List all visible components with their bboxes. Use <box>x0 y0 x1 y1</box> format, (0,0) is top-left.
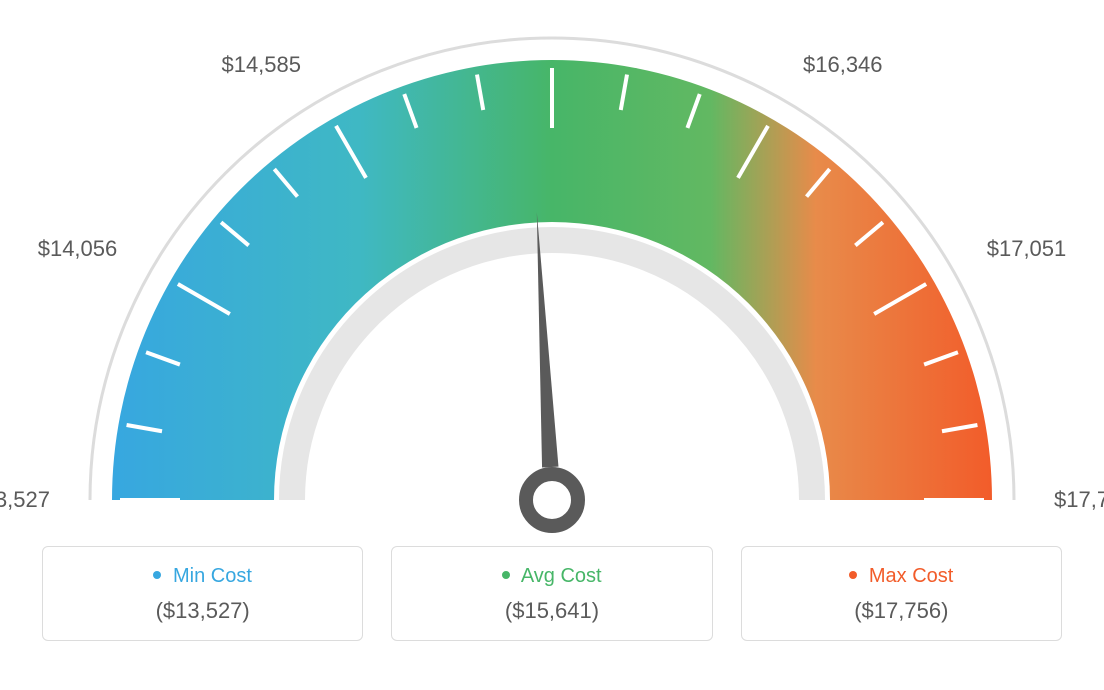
max-dot-icon <box>849 571 857 579</box>
max-cost-title: Max Cost <box>752 565 1051 588</box>
avg-cost-value: ($15,641) <box>402 598 701 624</box>
min-cost-card: Min Cost ($13,527) <box>42 546 363 641</box>
max-cost-value: ($17,756) <box>752 598 1051 624</box>
gauge-tick-label: $17,051 <box>987 236 1067 262</box>
gauge-tick-label: $16,346 <box>803 52 883 78</box>
gauge-tick-label: $13,527 <box>0 487 50 513</box>
gauge-tick-label: $14,585 <box>221 52 301 78</box>
min-cost-label: Min Cost <box>173 565 252 587</box>
chart-container: $13,527$14,056$14,585$15,641$16,346$17,0… <box>0 0 1104 690</box>
summary-cards: Min Cost ($13,527) Avg Cost ($15,641) Ma… <box>42 546 1062 641</box>
min-cost-value: ($13,527) <box>53 598 352 624</box>
gauge-tick-label: $17,756 <box>1054 487 1104 513</box>
min-dot-icon <box>153 571 161 579</box>
gauge-tick-label: $14,056 <box>38 236 118 262</box>
min-cost-title: Min Cost <box>53 565 352 588</box>
avg-cost-card: Avg Cost ($15,641) <box>391 546 712 641</box>
gauge-svg <box>0 0 1104 540</box>
max-cost-label: Max Cost <box>869 565 953 587</box>
avg-cost-title: Avg Cost <box>402 565 701 588</box>
avg-cost-label: Avg Cost <box>521 565 602 587</box>
max-cost-card: Max Cost ($17,756) <box>741 546 1062 641</box>
gauge-area: $13,527$14,056$14,585$15,641$16,346$17,0… <box>0 0 1104 540</box>
avg-dot-icon <box>502 571 510 579</box>
